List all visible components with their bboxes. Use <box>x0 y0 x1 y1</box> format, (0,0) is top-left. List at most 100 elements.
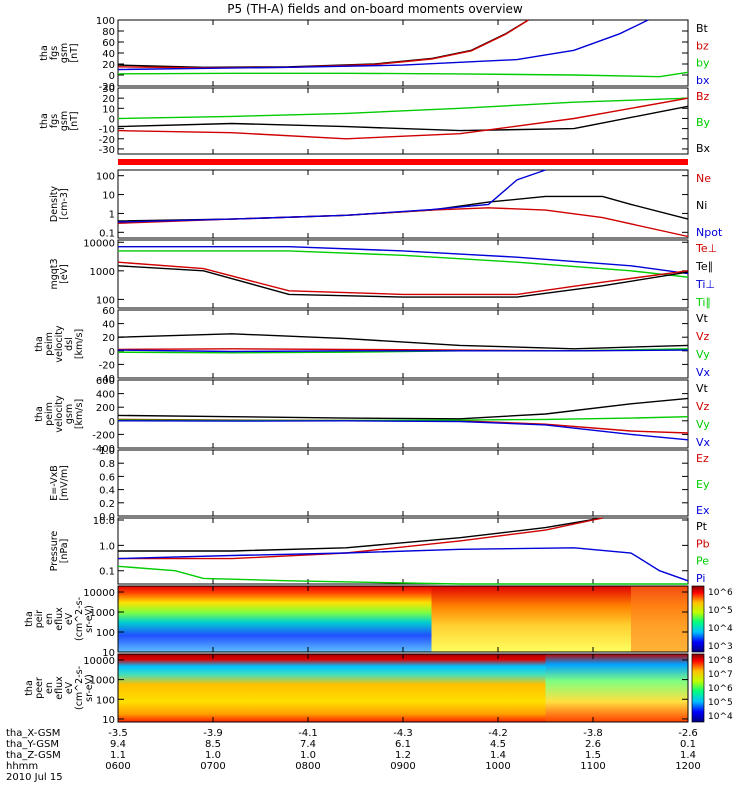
colorbar-tick-label: 10^6 <box>708 684 733 694</box>
x-row-value: -2.6 <box>678 728 698 739</box>
legend-entry: Vx <box>696 436 711 449</box>
y-tick-label: -20 <box>99 360 115 371</box>
y-axis-label: [km/s] <box>74 399 85 429</box>
panel-temperature: 10000 1000 100 mgqt3 [eV] Te⊥ Te∥ Ti⊥ Ti∥ <box>49 238 717 309</box>
legend-entry: Bx <box>696 142 711 155</box>
y-axis-label: Density <box>49 186 60 222</box>
y-tick-label: 80 <box>102 27 115 38</box>
y-axis-label: [nT] <box>69 111 80 130</box>
y-tick-label: 1.0 <box>99 446 115 457</box>
panel-pressure: 10.0 1.0 0.1 Pressure [nPa] Pt Pb Pe Pi <box>49 516 710 585</box>
y-tick-label: 40 <box>102 49 115 60</box>
legend-entry: bx <box>696 74 710 87</box>
legend-entry: Vt <box>696 382 709 395</box>
legend-entry: Bt <box>696 22 709 35</box>
colorbar-strip <box>691 653 705 723</box>
y-tick-label: 100 <box>96 628 115 639</box>
y-axis-label: tha <box>24 680 35 696</box>
series-line-by <box>117 71 689 78</box>
x-row-value: 1.4 <box>490 750 506 761</box>
colorbar: 10^8 10^7 10^6 10^5 10^4 <box>691 653 733 723</box>
x-row-value: 0800 <box>295 761 320 772</box>
y-tick-label: 200 <box>96 403 115 414</box>
panel-peir-energy: 10^6 10^5 10^4 10^3 10000 1000 100 10 tha peir en e… <box>24 585 733 659</box>
legend-entry: Ex <box>696 504 710 517</box>
y-tick-label: 10 <box>102 104 115 115</box>
colorbar-tick-label: 10^8 <box>708 656 733 666</box>
y-axis-label: velocity <box>54 395 65 433</box>
status-bar <box>118 159 688 165</box>
y-tick-label: 0.8 <box>99 459 115 470</box>
x-row-value: 1.5 <box>585 750 601 761</box>
series-line-Bt <box>117 19 529 69</box>
y-tick-label: 30 <box>102 84 115 95</box>
x-row-value: 1200 <box>675 761 700 772</box>
panel-efield: 1.0 0.8 0.6 0.4 0.2 0.0 E=-VxB [mV/m] Ez Ey Ex <box>49 446 710 523</box>
series-line-By <box>117 97 689 120</box>
colorbar-strip <box>691 585 705 653</box>
y-axis-label: peim <box>44 332 55 356</box>
y-axis-label: [nT] <box>69 43 80 62</box>
y-tick-label: -10 <box>99 125 115 136</box>
x-axis-table: tha_X-GSM -3.5 -3.9 -4.1 -4.3 -4.2 -3.8 -2.6 tha… <box>6 728 701 783</box>
date-label: 2010 Jul 15 <box>6 772 63 783</box>
series-line-bx <box>117 19 649 71</box>
x-row-label: tha_X-GSM <box>6 728 60 739</box>
y-axis-label: gsm <box>59 111 70 131</box>
series-line-Vt <box>117 397 689 420</box>
y-tick-label: 600 <box>96 376 115 387</box>
y-tick-label: 1.0 <box>99 541 115 552</box>
colorbar-tick-label: 10^4 <box>708 624 733 634</box>
x-row-value: -4.2 <box>488 728 508 739</box>
x-row-value: 1.0 <box>205 750 221 761</box>
y-tick-label: 10.0 <box>93 516 115 527</box>
y-axis-label: en <box>44 682 55 694</box>
colorbar: 10^6 10^5 10^4 10^3 <box>691 585 733 653</box>
x-row-value: 1.2 <box>395 750 411 761</box>
x-row-value: 8.5 <box>205 739 221 750</box>
y-tick-label: -20 <box>99 82 115 93</box>
x-row-value: -3.9 <box>203 728 223 739</box>
y-axis-label: gsm <box>59 43 70 63</box>
x-row-value: 0600 <box>105 761 130 772</box>
series-line-Pb <box>118 517 603 560</box>
x-row-value: 9.4 <box>110 739 126 750</box>
y-axis-label: (cm^2-s- <box>74 666 85 710</box>
y-axis-label: peer <box>34 677 45 699</box>
legend-entry: Vy <box>696 348 710 361</box>
series-line-Vx <box>117 349 689 353</box>
x-row-value: 2.6 <box>585 739 601 750</box>
y-axis-label: mgqt3 <box>49 258 60 289</box>
y-tick-label: 20 <box>102 333 115 344</box>
y-tick-label: 20 <box>102 94 115 105</box>
y-tick-label: 0.2 <box>99 499 115 510</box>
x-row-value: -4.1 <box>298 728 318 739</box>
spectrogram-fill <box>631 586 688 652</box>
y-axis-label: gsm <box>64 404 75 424</box>
colorbar-tick-label: 10^5 <box>708 698 733 708</box>
y-tick-label: 0.1 <box>99 567 115 578</box>
series-line-bz <box>117 19 529 69</box>
y-axis-label: eflux <box>54 607 65 631</box>
legend-entry: Te∥ <box>695 260 713 273</box>
series-line-Npot <box>117 169 546 223</box>
legend-entry: Vx <box>696 366 711 379</box>
y-tick-label: 1000 <box>90 676 115 687</box>
y-axis-label: E=-VxB <box>49 465 60 500</box>
y-tick-label: 1 <box>109 209 115 220</box>
x-row-value: -4.3 <box>393 728 413 739</box>
y-axis-label: [mV/m] <box>59 465 70 501</box>
legend-entry: Te⊥ <box>695 242 717 255</box>
y-tick-label: 0 <box>109 114 115 125</box>
legend-entry: Pb <box>696 537 710 550</box>
y-tick-label: -20 <box>99 135 115 146</box>
colorbar-tick-label: 10^5 <box>708 606 733 616</box>
legend-entry: Vz <box>696 400 710 413</box>
y-axis-label: [km/s] <box>74 329 85 359</box>
y-axis-label: tha <box>24 611 35 627</box>
x-row-value: 1.0 <box>300 750 316 761</box>
colorbar-tick-label: 10^3 <box>708 642 733 652</box>
x-row-value: 1000 <box>485 761 510 772</box>
